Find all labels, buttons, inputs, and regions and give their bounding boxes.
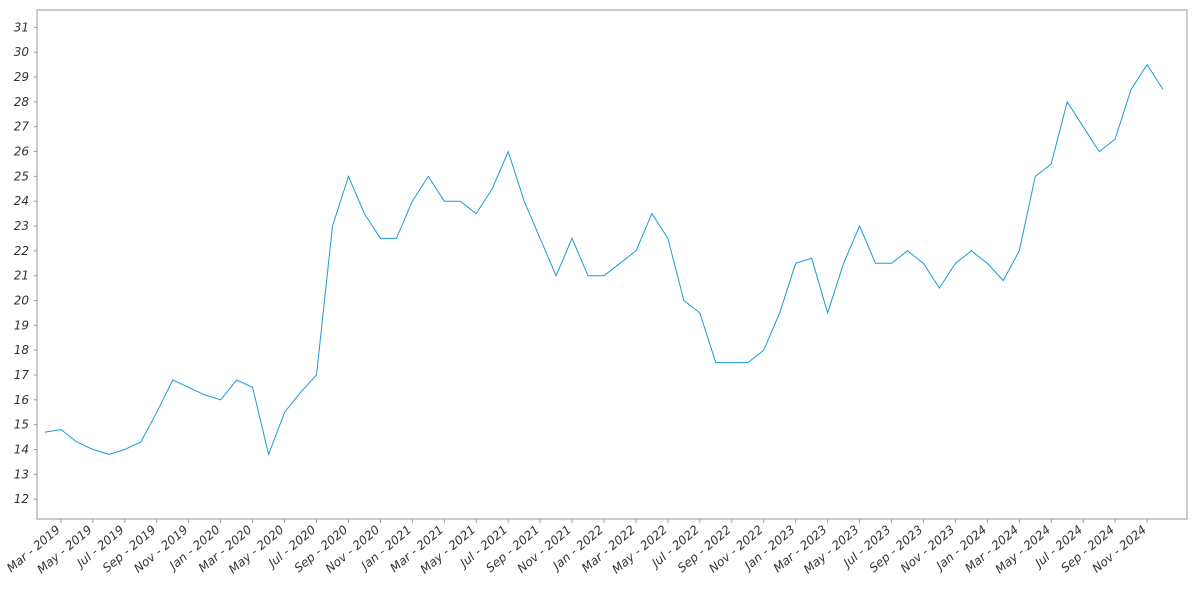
y-tick-label: 26 bbox=[14, 145, 30, 159]
y-tick-label: 13 bbox=[14, 467, 29, 481]
y-tick-label: 31 bbox=[14, 20, 29, 34]
y-tick-label: 22 bbox=[14, 244, 29, 258]
y-tick-label: 15 bbox=[14, 418, 29, 432]
plot-frame bbox=[36, 9, 1188, 520]
y-tick-label: 20 bbox=[14, 294, 30, 308]
y-tick-label: 17 bbox=[14, 368, 30, 382]
y-tick-label: 21 bbox=[14, 269, 29, 283]
y-tick-label: 19 bbox=[14, 318, 29, 332]
y-tick-label: 28 bbox=[14, 95, 30, 109]
y-tick-label: 23 bbox=[14, 219, 29, 233]
y-tick-label: 12 bbox=[14, 492, 29, 506]
y-tick-label: 25 bbox=[14, 169, 29, 183]
y-tick-label: 18 bbox=[14, 343, 30, 357]
y-tick-label: 29 bbox=[14, 70, 29, 84]
data-line bbox=[44, 63, 1164, 457]
y-tick-label: 30 bbox=[14, 45, 30, 59]
y-tick-label: 14 bbox=[14, 442, 29, 456]
y-tick-label: 24 bbox=[14, 194, 29, 208]
y-tick-label: 27 bbox=[14, 120, 30, 134]
y-tick-label: 16 bbox=[14, 393, 30, 407]
